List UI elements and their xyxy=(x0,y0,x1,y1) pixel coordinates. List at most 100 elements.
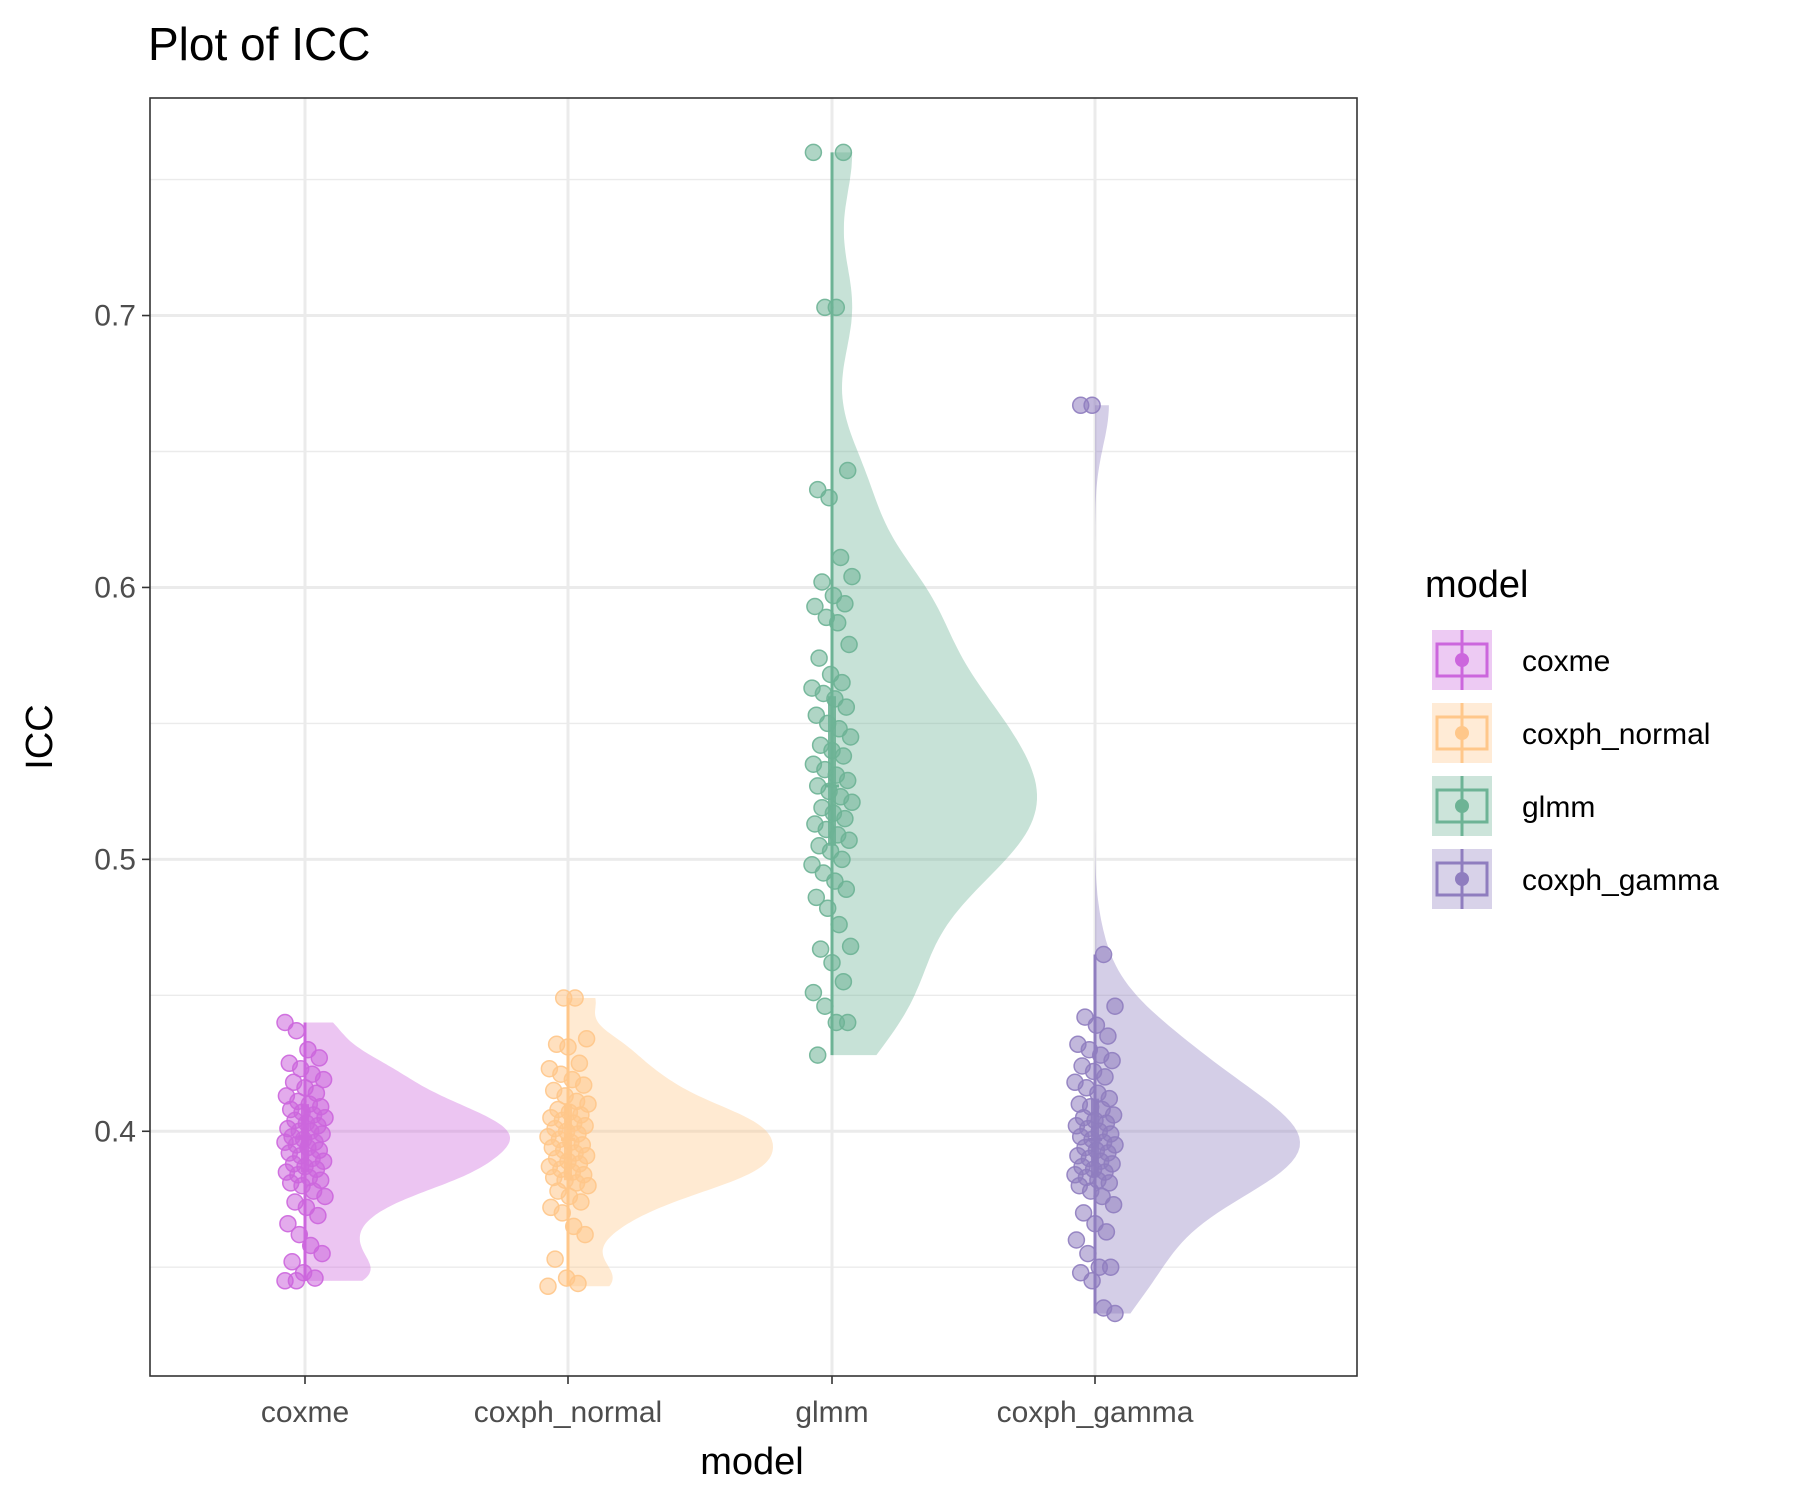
data-point-coxph_gamma xyxy=(1083,1272,1101,1290)
data-point-coxph_normal xyxy=(577,1030,596,1048)
data-point-glmm xyxy=(806,597,824,616)
y-tick-label: 0.7 xyxy=(94,300,136,333)
x-tick-label: coxme xyxy=(261,1396,349,1429)
data-point-glmm xyxy=(804,143,823,162)
data-point-coxme xyxy=(279,1214,297,1233)
data-point-glmm xyxy=(840,831,858,850)
data-point-coxme xyxy=(313,1244,331,1263)
legend-item-coxph_gamma: coxph_gamma xyxy=(1432,849,1719,909)
data-point-glmm xyxy=(808,1046,827,1064)
data-point-glmm xyxy=(810,649,828,667)
data-point-coxph_gamma xyxy=(1101,1258,1120,1276)
data-point-coxme xyxy=(306,1269,324,1287)
data-point-coxph_gamma xyxy=(1099,1027,1117,1045)
density-layer xyxy=(305,152,1300,1314)
data-point-glmm xyxy=(830,915,848,934)
data-point-coxph_normal xyxy=(539,1277,557,1296)
data-point-glmm xyxy=(843,567,861,586)
density-glmm xyxy=(832,152,1037,1056)
legend-label: coxme xyxy=(1522,645,1610,678)
legend-item-coxph_normal: coxph_normal xyxy=(1432,703,1710,763)
data-point-coxph_gamma xyxy=(1094,945,1113,964)
data-point-coxph_normal xyxy=(559,1038,577,1056)
data-point-coxph_normal xyxy=(569,1274,587,1293)
x-tick-label: coxph_normal xyxy=(474,1396,662,1429)
data-point-coxph_gamma xyxy=(1106,1304,1124,1323)
data-point-glmm xyxy=(836,809,854,828)
data-point-glmm xyxy=(820,488,838,507)
data-point-coxph_gamma xyxy=(1097,1223,1116,1241)
data-point-coxme xyxy=(314,1070,333,1089)
data-point-coxme xyxy=(310,1049,329,1067)
data-point-glmm xyxy=(804,983,823,1002)
data-point-coxph_gamma xyxy=(1074,1204,1093,1222)
data-point-coxme xyxy=(290,1225,309,1244)
data-point-glmm xyxy=(833,850,851,869)
data-point-coxph_normal xyxy=(566,989,584,1007)
data-point-glmm xyxy=(816,997,834,1015)
data-point-coxph_gamma xyxy=(1103,1051,1121,1070)
density-coxph_gamma xyxy=(1095,405,1300,1314)
data-point-glmm xyxy=(818,899,837,918)
legend-key-point xyxy=(1455,653,1469,667)
density-coxph_normal xyxy=(568,998,773,1287)
data-point-glmm xyxy=(823,953,841,972)
data-point-glmm xyxy=(807,888,826,907)
data-point-glmm xyxy=(836,595,854,613)
data-point-coxph_gamma xyxy=(1104,1195,1123,1214)
data-point-coxme xyxy=(287,1272,306,1290)
data-point-coxph_gamma xyxy=(1087,1016,1106,1034)
data-point-coxph_normal xyxy=(576,1225,594,1244)
data-point-glmm xyxy=(834,972,853,991)
point-layer xyxy=(276,143,1124,1323)
data-point-glmm xyxy=(837,880,856,899)
data-point-glmm xyxy=(843,793,861,812)
legend-title: model xyxy=(1425,564,1529,606)
data-point-glmm xyxy=(834,143,853,162)
plot-content xyxy=(276,143,1300,1323)
data-point-coxme xyxy=(316,1187,334,1206)
data-point-coxph_normal xyxy=(570,1054,589,1073)
data-point-glmm xyxy=(828,614,847,632)
density-coxme xyxy=(305,1022,510,1281)
data-point-glmm xyxy=(833,673,851,692)
y-tick-label: 0.4 xyxy=(94,1115,136,1148)
data-point-coxph_gamma xyxy=(1067,1231,1086,1249)
y-tick-label: 0.6 xyxy=(94,571,136,604)
y-tick-label: 0.5 xyxy=(94,843,136,876)
data-point-glmm xyxy=(841,728,860,746)
legend-label: coxph_normal xyxy=(1522,718,1710,751)
data-point-glmm xyxy=(837,698,856,716)
chart-title: Plot of ICC xyxy=(148,18,370,70)
legend-item-coxme: coxme xyxy=(1432,630,1610,690)
data-point-coxph_normal xyxy=(553,1204,572,1222)
data-point-glmm xyxy=(841,937,860,956)
plot-panel-border xyxy=(149,97,1358,1377)
data-point-coxph_gamma xyxy=(1106,997,1124,1015)
data-point-glmm xyxy=(811,940,830,958)
data-point-coxph_gamma xyxy=(1096,1068,1114,1086)
x-tick-label: glmm xyxy=(795,1396,868,1429)
x-axis-title: model xyxy=(700,1441,804,1483)
data-point-glmm xyxy=(813,573,831,591)
data-point-coxme xyxy=(283,1253,301,1271)
data-point-glmm xyxy=(827,298,846,317)
y-axis: 0.4 0.5 0.6 0.7 xyxy=(94,300,150,1148)
data-point-glmm xyxy=(834,747,853,765)
data-point-coxph_normal xyxy=(574,1076,593,1094)
data-point-coxph_normal xyxy=(546,1250,564,1268)
legend-label: coxph_gamma xyxy=(1522,864,1719,897)
data-point-glmm xyxy=(838,771,857,790)
legend-key-point xyxy=(1455,799,1469,813)
legend-item-glmm: glmm xyxy=(1432,776,1595,836)
data-point-coxph_normal xyxy=(572,1193,590,1211)
data-point-coxme xyxy=(309,1206,327,1225)
legend-key-point xyxy=(1455,872,1469,886)
y-axis-title: ICC xyxy=(19,704,61,769)
legend-label: glmm xyxy=(1522,791,1595,824)
data-point-coxph_gamma xyxy=(1079,1244,1097,1263)
